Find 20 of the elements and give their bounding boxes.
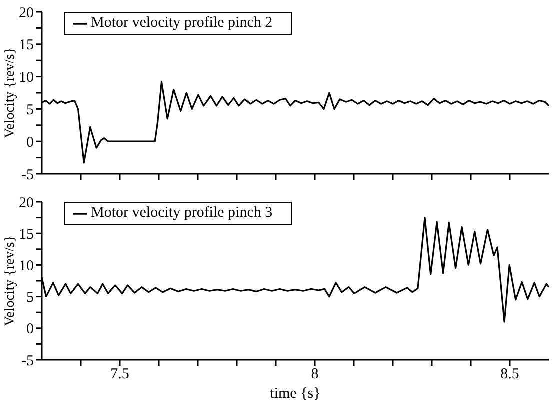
y-tick-label: 10 [19, 70, 34, 86]
y-tick-label: 15 [19, 38, 34, 54]
y-tick-label: 20 [19, 195, 34, 212]
y-tick-label: 0 [26, 322, 34, 338]
y-tick-label: 5 [26, 102, 34, 119]
y-tick-label: 0 [26, 134, 34, 151]
x-axis-title: time {s} [270, 386, 321, 402]
legend-label: Motor velocity profile pinch 2 [91, 15, 273, 31]
y-tick-label: 5 [26, 290, 34, 306]
x-tick-label: 8 [311, 366, 319, 383]
x-tick-label: 7.5 [110, 366, 130, 383]
x-tick-label: 8.5 [500, 366, 520, 383]
y-tick-label: -5 [22, 167, 34, 184]
y-tick-label: -5 [22, 353, 34, 370]
y-tick-label: 15 [19, 226, 34, 243]
y-tick-label: 10 [19, 258, 34, 275]
y-tick-label: 20 [19, 5, 34, 22]
y-axis-title: Velocity {rev/s} [2, 236, 18, 326]
legend-label: Motor velocity profile pinch 3 [91, 205, 273, 221]
y-axis-title: Velocity {rev/s} [2, 48, 18, 138]
